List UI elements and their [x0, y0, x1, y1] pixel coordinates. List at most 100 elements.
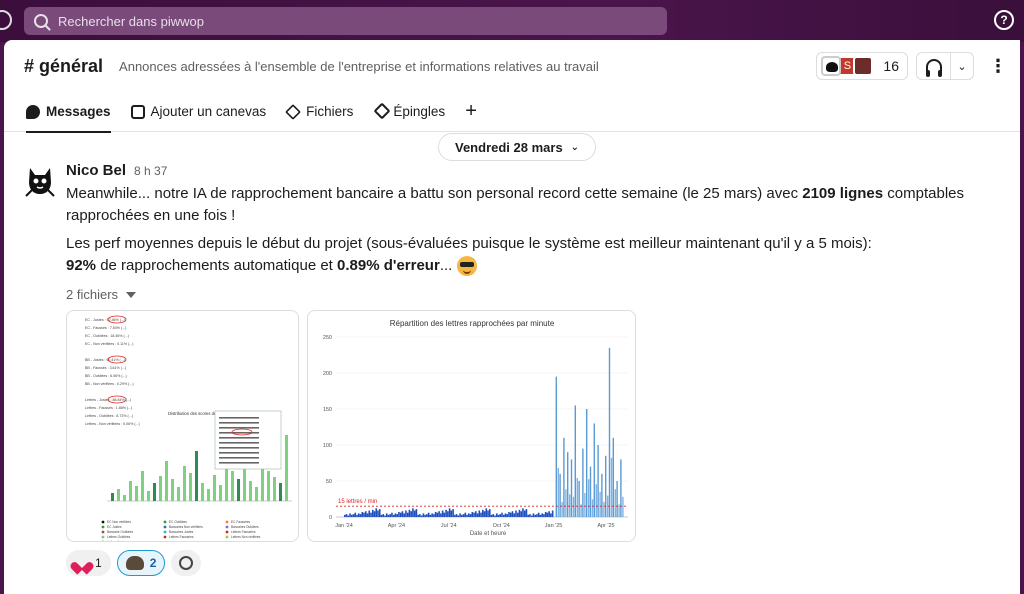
- tab-add-canvas[interactable]: Ajouter un canevas: [130, 92, 267, 132]
- chart-bar: [399, 512, 402, 517]
- tab-label: Fichiers: [306, 104, 354, 119]
- chart-bar: [350, 514, 353, 517]
- chart-bar: [532, 513, 535, 517]
- tab-files[interactable]: Fichiers: [285, 92, 354, 132]
- legend-label: EC Faussées: [231, 520, 251, 524]
- highlight-circle: [107, 355, 127, 364]
- chart-bar: [559, 473, 561, 517]
- mini-bar: [201, 483, 204, 501]
- chart-bar: [480, 512, 482, 517]
- legend-label: EC Non vérifiées: [107, 520, 131, 524]
- chart-bar: [536, 514, 538, 517]
- mini-bar: [279, 483, 282, 501]
- stats-line: Lettres - Oubliées : 8.73% (...): [85, 414, 133, 418]
- tab-label: Ajouter un canevas: [150, 104, 267, 119]
- mini-bar: [207, 489, 210, 501]
- stats-line: BB - Faussés : 3.61% (...): [85, 366, 126, 370]
- stats-line: BB - Non vérifiées : 0.29% (...): [85, 382, 134, 386]
- chart-bar: [392, 514, 395, 517]
- chart-bar: [389, 514, 392, 517]
- stats-line: Lettres - Faussés : 1.88% (...): [85, 406, 132, 410]
- tab-pins[interactable]: Épingles: [373, 92, 445, 132]
- file-thumbnail-chart[interactable]: Répartition des lettres rapprochées par …: [307, 310, 636, 542]
- tooltip-line: [219, 437, 259, 439]
- chart-bar: [434, 511, 437, 517]
- files-count-label: 2 fichiers: [66, 287, 119, 302]
- text: comptables rapprochées en une fois !: [66, 185, 964, 224]
- x-tick-label: Apr '24: [388, 523, 405, 529]
- chart-bar: [589, 466, 592, 517]
- legend-marker: [101, 535, 105, 539]
- channel-name[interactable]: # général: [24, 55, 104, 76]
- huddle-button[interactable]: ⌄: [916, 52, 974, 80]
- mini-bar: [153, 483, 156, 501]
- caret-down-icon: [126, 291, 137, 298]
- chart-bar: [394, 513, 397, 517]
- chart-bar: [468, 513, 470, 517]
- stats-line: EC - Oubliées : 18.46% (...): [85, 334, 129, 338]
- chart-bar: [603, 501, 605, 517]
- chart-bar: [436, 512, 439, 517]
- chart-bar: [429, 514, 432, 517]
- add-reaction-button[interactable]: [171, 550, 202, 576]
- more-options-icon[interactable]: ⋮: [989, 56, 1007, 76]
- chart-bar: [516, 512, 519, 517]
- chart-bar: [610, 457, 613, 517]
- legend-label: Bancaires Oubliées: [231, 525, 259, 529]
- mini-bar: [129, 481, 132, 501]
- chart-bar: [582, 448, 584, 517]
- message: Nico Bel 8 h 37 Meanwhile... notre IA de…: [22, 162, 1002, 576]
- chart-bar: [349, 513, 351, 517]
- chart-bar: [570, 459, 573, 517]
- channel-description: Annonces adressées à l'ensemble de l'ent…: [119, 58, 599, 74]
- y-tick-label: 100: [323, 443, 332, 449]
- y-tick-label: 0: [329, 515, 332, 521]
- chart-bar: [415, 509, 418, 517]
- search-input[interactable]: Rechercher dans piwwop: [24, 7, 667, 35]
- mini-bar: [183, 466, 186, 501]
- timestamp[interactable]: 8 h 37: [134, 164, 168, 178]
- chart-bar: [443, 512, 446, 517]
- chart-bar: [361, 511, 364, 517]
- tooltip-line: [219, 462, 259, 464]
- tab-label: Messages: [46, 104, 111, 119]
- tab-messages[interactable]: Messages: [26, 92, 111, 133]
- chart-bar: [462, 514, 465, 517]
- chart-bar: [469, 514, 472, 517]
- search-icon: [34, 14, 48, 28]
- stats-line: EC - Faussés : 7.54% (...): [85, 326, 126, 330]
- chart-bar: [523, 510, 526, 517]
- chart-bar: [471, 511, 474, 517]
- chart-bar: [481, 509, 484, 517]
- file-thumbnail-stats[interactable]: EC - Justes : 92.46% (...) EC - Faussés :…: [66, 310, 299, 542]
- files-toggle[interactable]: 2 fichiers: [66, 287, 1002, 302]
- mini-bar: [111, 493, 114, 501]
- reaction-heart[interactable]: 1: [66, 550, 111, 576]
- chart-bar: [359, 514, 362, 517]
- reaction-muscle[interactable]: 2: [116, 550, 166, 576]
- chart-bar: [605, 455, 607, 517]
- author-name[interactable]: Nico Bel: [66, 162, 127, 179]
- chart-bar: [490, 514, 493, 517]
- chart-bar: [576, 477, 578, 517]
- chevron-down-icon[interactable]: ⌄: [957, 60, 967, 73]
- chart-bar: [440, 513, 442, 517]
- chart-bar: [557, 467, 559, 517]
- help-icon[interactable]: ?: [994, 10, 1014, 30]
- reaction-count: 1: [95, 556, 102, 570]
- y-tick-label: 50: [326, 479, 332, 485]
- chart-bar: [450, 510, 453, 517]
- date-divider[interactable]: Vendredi 28 mars ⌄: [438, 133, 597, 161]
- add-tab-button[interactable]: +: [465, 100, 477, 122]
- history-icon[interactable]: [0, 10, 12, 30]
- chart-bar: [406, 512, 409, 517]
- message-icon: [26, 104, 40, 119]
- chart-bar: [543, 514, 545, 517]
- chart-bar: [614, 489, 616, 517]
- highlight-circle: [107, 395, 127, 404]
- members-button[interactable]: S 16: [816, 52, 908, 80]
- chart-bar: [448, 508, 451, 517]
- mini-bar: [159, 476, 162, 501]
- huddle-start[interactable]: [917, 53, 951, 79]
- avatar[interactable]: [22, 162, 58, 198]
